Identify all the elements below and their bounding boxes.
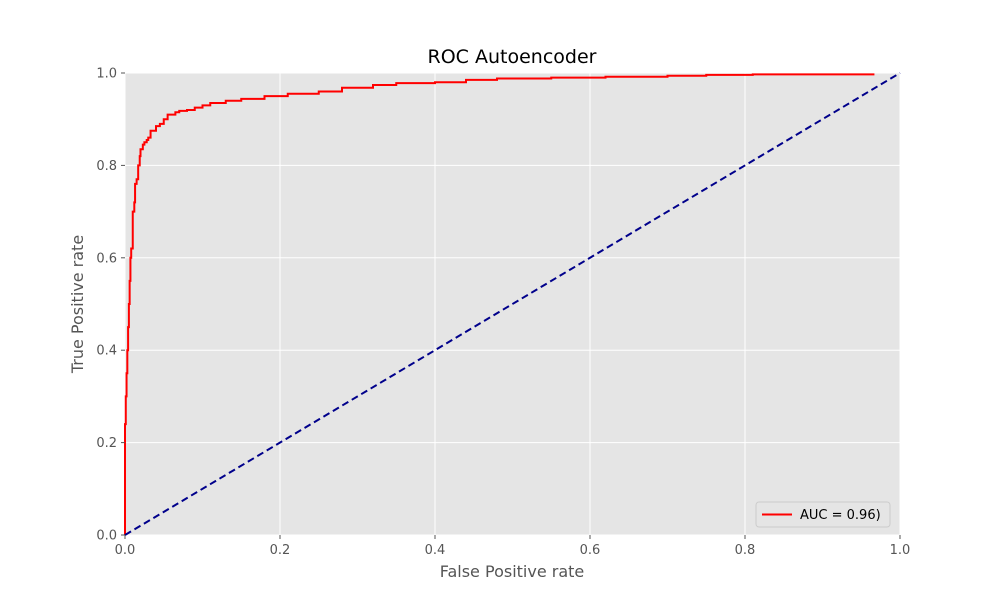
x-tick-label: 0.4 (425, 543, 446, 558)
y-tick-label: 0.0 (96, 529, 117, 544)
chart-title: ROC Autoencoder (428, 46, 597, 68)
x-tick-label: 0.0 (115, 543, 136, 558)
x-tick-label: 1.0 (890, 543, 911, 558)
x-tick-label: 0.2 (270, 543, 291, 558)
y-tick-label: 1.0 (96, 67, 117, 82)
y-tick-label: 0.6 (96, 251, 117, 266)
y-tick-label: 0.2 (96, 436, 117, 451)
chance-diagonal-line (124, 72, 901, 536)
legend: AUC = 0.96) (755, 501, 891, 528)
roc-curve-line (124, 73, 875, 535)
y-axis-label: True Positive rate (68, 235, 87, 374)
tick-layer: 0.0 0.2 0.4 0.6 0.8 1.0 0.0 0.2 0.4 0.6 0.8 1.0 (96, 67, 910, 559)
y-tick-label: 0.8 (96, 159, 117, 174)
x-tick-label: 0.8 (735, 543, 756, 558)
x-axis-label: False Positive rate (440, 562, 585, 581)
x-tick-label: 0.6 (580, 543, 601, 558)
legend-box (755, 501, 891, 528)
y-tick-label: 0.4 (96, 344, 117, 359)
series-layer (124, 72, 901, 536)
legend-label: AUC = 0.96) (800, 508, 881, 523)
grid (124, 72, 901, 536)
